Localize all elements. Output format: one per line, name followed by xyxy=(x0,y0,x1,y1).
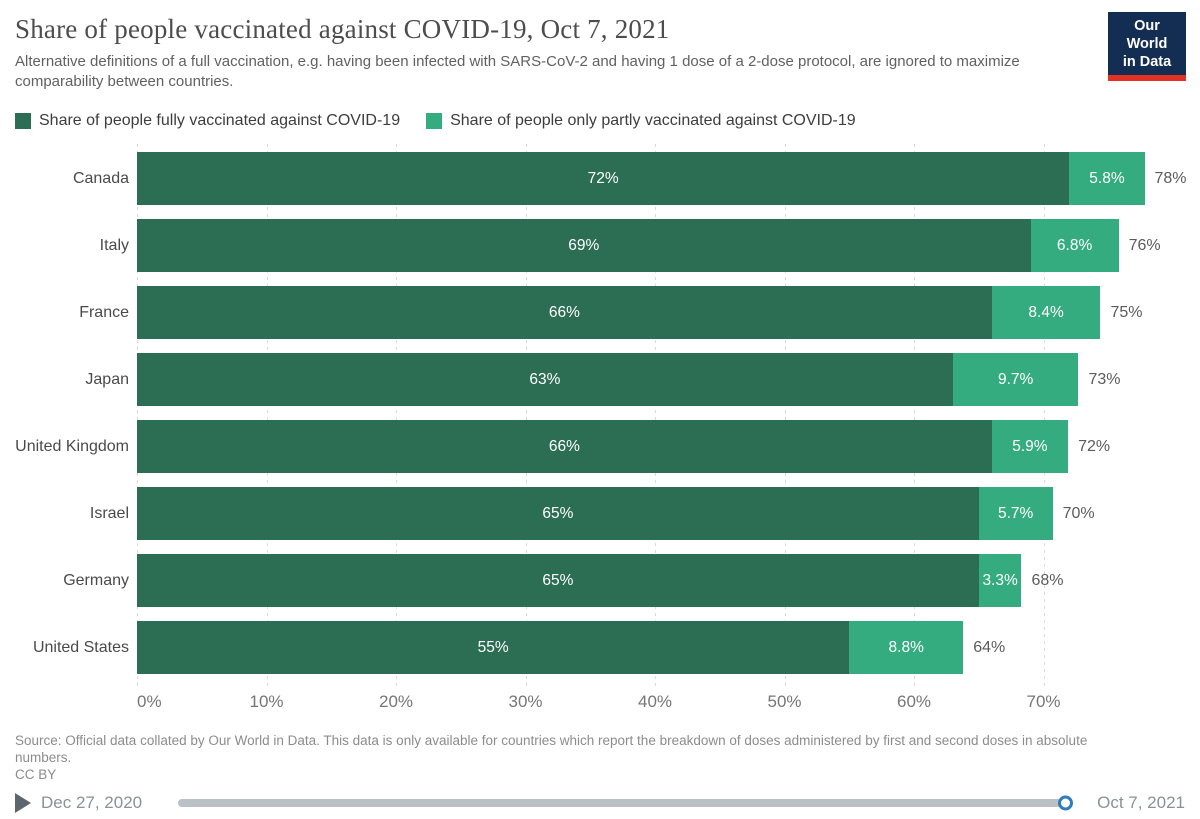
x-tick-label: 0% xyxy=(137,692,162,711)
x-tick-label: 30% xyxy=(508,692,543,711)
bar-row-italy: Italy 69% 6.8% 76% xyxy=(100,219,1185,272)
bar-value-label: 5.9% xyxy=(1012,437,1048,455)
legend: Share of people fully vaccinated against… xyxy=(15,112,1185,130)
bar-segment-partly-vaccinated[interactable]: 9.7% xyxy=(952,353,1079,406)
bar-value-label: 72% xyxy=(587,169,619,187)
bar-segment-partly-vaccinated[interactable]: 5.9% xyxy=(991,420,1069,473)
bar-value-label: 55% xyxy=(477,638,509,656)
total-value-label: 68% xyxy=(1031,571,1064,589)
country-label: Japan xyxy=(85,370,129,388)
bar-segment-partly-vaccinated[interactable]: 5.7% xyxy=(978,487,1053,540)
x-tick-label: 70% xyxy=(1026,692,1061,711)
bar-segment-fully-vaccinated[interactable]: 65% xyxy=(137,487,979,540)
owid-logo-text-line1: Our World xyxy=(1126,18,1168,52)
legend-item-fully-vaccinated[interactable]: Share of people fully vaccinated against… xyxy=(15,112,400,130)
timeline-control: Dec 27, 2020 Oct 7, 2021 xyxy=(15,790,1185,816)
bar-segment-fully-vaccinated[interactable]: 72% xyxy=(137,152,1070,205)
play-icon[interactable] xyxy=(15,793,31,813)
bar-value-label: 9.7% xyxy=(997,370,1034,388)
page-subtitle: Alternative definitions of a full vaccin… xyxy=(15,53,1020,90)
bar-segment-fully-vaccinated[interactable]: 63% xyxy=(137,353,953,406)
legend-label: Share of people fully vaccinated against… xyxy=(39,112,401,129)
owid-logo[interactable]: Our World in Data xyxy=(1108,12,1186,81)
bar-segment-fully-vaccinated[interactable]: 65% xyxy=(137,554,979,607)
x-tick-label: 60% xyxy=(896,692,932,711)
legend-swatch-dark-green xyxy=(15,113,31,129)
bar-segment-partly-vaccinated[interactable]: 3.3% xyxy=(978,554,1022,607)
country-label: Israel xyxy=(89,504,129,522)
country-label: Germany xyxy=(63,571,129,589)
country-label: France xyxy=(79,303,129,321)
legend-item-partly-vaccinated[interactable]: Share of people only partly vaccinated a… xyxy=(426,112,856,130)
bar-value-label: 5.8% xyxy=(1089,169,1125,187)
bar-row-israel: Israel 65% 5.7% 70% xyxy=(90,487,1185,540)
license-note: CC BY xyxy=(15,767,57,782)
total-value-label: 64% xyxy=(973,638,1006,656)
bar-value-label: 6.8% xyxy=(1056,236,1093,254)
bar-value-label: 5.7% xyxy=(997,504,1034,522)
source-note: Source: Official data collated by Our Wo… xyxy=(15,733,1088,765)
total-value-label: 73% xyxy=(1088,370,1121,388)
x-tick-label: 40% xyxy=(637,692,673,711)
total-value-label: 78% xyxy=(1154,169,1187,187)
timeline-end-date: Oct 7, 2021 xyxy=(1097,793,1185,812)
owid-logo-text-line2: in Data xyxy=(1122,54,1172,70)
bar-value-label: 8.4% xyxy=(1028,303,1064,321)
total-value-label: 70% xyxy=(1062,504,1095,522)
country-label: Canada xyxy=(72,169,129,187)
legend-label: Share of people only partly vaccinated a… xyxy=(450,112,856,129)
bar-value-label: 69% xyxy=(568,236,600,254)
plot-area: Canada 72% 5.8% 78% Italy 69% 6.8% 76% France 66%… xyxy=(15,144,1187,688)
bar-row-united-kingdom: United Kingdom 66% 5.9% 72% xyxy=(15,420,1185,473)
total-value-label: 75% xyxy=(1110,303,1143,321)
x-tick-label: 10% xyxy=(249,692,284,711)
bar-value-label: 65% xyxy=(542,504,574,522)
x-tick-label: 50% xyxy=(767,692,802,711)
bar-value-label: 8.8% xyxy=(888,638,924,656)
bar-segment-fully-vaccinated[interactable]: 69% xyxy=(137,219,1031,272)
timeline-start-date: Dec 27, 2020 xyxy=(41,793,143,812)
bar-value-label: 65% xyxy=(542,571,574,589)
bar-row-japan: Japan 63% 9.7% 73% xyxy=(85,353,1185,406)
bar-row-united-states: United States 55% 8.8% 64% xyxy=(33,621,1185,674)
bar-segment-fully-vaccinated[interactable]: 55% xyxy=(137,621,850,674)
bar-segment-partly-vaccinated[interactable]: 5.8% xyxy=(1069,152,1145,205)
total-value-label: 76% xyxy=(1128,236,1161,254)
country-label: Italy xyxy=(99,236,129,254)
bar-row-canada: Canada 72% 5.8% 78% xyxy=(73,152,1187,205)
bar-value-label: 66% xyxy=(548,437,580,455)
bar-segment-partly-vaccinated[interactable]: 8.4% xyxy=(991,286,1101,339)
bar-segment-partly-vaccinated[interactable]: 6.8% xyxy=(1030,219,1119,272)
bar-segment-fully-vaccinated[interactable]: 66% xyxy=(137,420,992,473)
timeline-slider-handle[interactable] xyxy=(1058,795,1074,811)
bar-segment-partly-vaccinated[interactable]: 8.8% xyxy=(849,621,964,674)
bar-value-label: 63% xyxy=(529,370,561,388)
timeline-slider-track[interactable] xyxy=(178,795,1074,811)
bar-value-label: 3.3% xyxy=(982,571,1018,589)
bar-segment-fully-vaccinated[interactable]: 66% xyxy=(137,286,992,339)
x-tick-label: 20% xyxy=(378,692,414,711)
legend-swatch-light-green xyxy=(426,113,443,129)
bar-value-label: 66% xyxy=(548,303,580,321)
bar-row-germany: Germany 65% 3.3% 68% xyxy=(63,554,1185,607)
country-label: United States xyxy=(32,638,129,656)
total-value-label: 72% xyxy=(1078,437,1111,455)
stacked-bar-chart: Canada 72% 5.8% 78% Italy 69% 6.8% 76% France 66%… xyxy=(15,144,1187,716)
country-label: United Kingdom xyxy=(15,437,129,455)
bar-row-france: France 66% 8.4% 75% xyxy=(79,286,1185,339)
page-title: Share of people vaccinated against COVID… xyxy=(15,14,670,44)
x-axis: 0% 10% 20% 30% 40% 50% 60% 70% xyxy=(137,692,1185,716)
